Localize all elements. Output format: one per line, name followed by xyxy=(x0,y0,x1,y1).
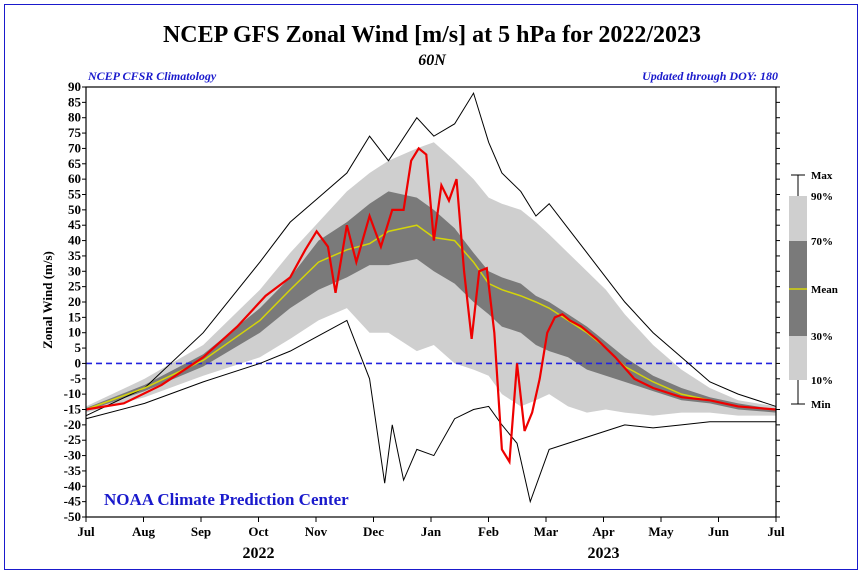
chart-subtitle: 60N xyxy=(418,52,446,69)
legend-label: 10% xyxy=(811,375,833,387)
y-tick-label: 5 xyxy=(75,340,82,355)
x-tick-label: Nov xyxy=(305,524,328,539)
credit-label: NOAA Climate Prediction Center xyxy=(104,490,349,509)
y-tick-label: 70 xyxy=(68,140,81,155)
y-tick-label: -40 xyxy=(64,478,81,493)
y-tick-label: 40 xyxy=(68,233,81,248)
y-tick-label: -15 xyxy=(64,402,82,417)
current-season-line xyxy=(85,146,777,466)
y-tick-label: 50 xyxy=(68,202,81,217)
y-tick-label: -25 xyxy=(64,432,82,447)
y-tick-label: 75 xyxy=(68,125,82,140)
year-label: 2023 xyxy=(588,545,620,562)
x-tick-label: Aug xyxy=(132,524,156,539)
x-tick-label: Mar xyxy=(534,524,559,539)
x-tick-label: Dec xyxy=(363,524,384,539)
legend-label: Min xyxy=(811,399,831,411)
max-line xyxy=(85,91,777,417)
year-label: 2022 xyxy=(243,545,275,562)
x-tick-label: Jul xyxy=(767,524,785,539)
x-tick-label: Jan xyxy=(421,524,442,539)
legend-label: 90% xyxy=(811,191,833,203)
legend-label: Mean xyxy=(811,284,838,296)
x-tick-label: Jul xyxy=(77,524,95,539)
y-tick-label: 30 xyxy=(68,263,81,278)
chart-frame xyxy=(4,4,858,570)
y-tick-label: 90 xyxy=(68,79,81,94)
x-tick-label: Sep xyxy=(191,524,211,539)
y-tick-label: 55 xyxy=(68,187,82,202)
x-tick-label: Jun xyxy=(708,524,730,539)
y-tick-label: -35 xyxy=(64,463,82,478)
y-tick-label: 35 xyxy=(68,248,82,263)
y-tick-label: 80 xyxy=(68,110,81,125)
y-tick-label: -5 xyxy=(70,371,81,386)
y-tick-label: 60 xyxy=(68,171,81,186)
y-tick-label: 25 xyxy=(68,279,82,294)
y-tick-label: -10 xyxy=(64,386,81,401)
min-line xyxy=(85,319,776,504)
y-tick-label: 0 xyxy=(75,355,82,370)
y-tick-label: -50 xyxy=(64,509,81,524)
chart-title: NCEP GFS Zonal Wind [m/s] at 5 hPa for 2… xyxy=(162,22,702,48)
legend-label: 30% xyxy=(811,331,833,343)
y-tick-label: 10 xyxy=(68,325,81,340)
legend-label: Max xyxy=(811,170,833,182)
x-tick-label: Oct xyxy=(248,524,269,539)
y-tick-label: 85 xyxy=(68,94,82,109)
update-note: Updated through DOY: 180 xyxy=(642,69,778,83)
climatology-note: NCEP CFSR Climatology xyxy=(88,69,217,83)
x-tick-label: May xyxy=(648,524,674,539)
band-30-70 xyxy=(86,191,776,413)
y-tick-label: 45 xyxy=(68,217,82,232)
y-tick-label: -45 xyxy=(64,494,82,509)
x-tick-label: Feb xyxy=(478,524,499,539)
y-tick-label: 15 xyxy=(68,309,82,324)
y-tick-label: 20 xyxy=(68,294,81,309)
y-tick-label: 65 xyxy=(68,156,82,171)
x-tick-label: Apr xyxy=(592,524,615,539)
y-tick-label: -20 xyxy=(64,417,81,432)
legend-label: 70% xyxy=(811,236,833,248)
y-tick-label: -30 xyxy=(64,448,81,463)
